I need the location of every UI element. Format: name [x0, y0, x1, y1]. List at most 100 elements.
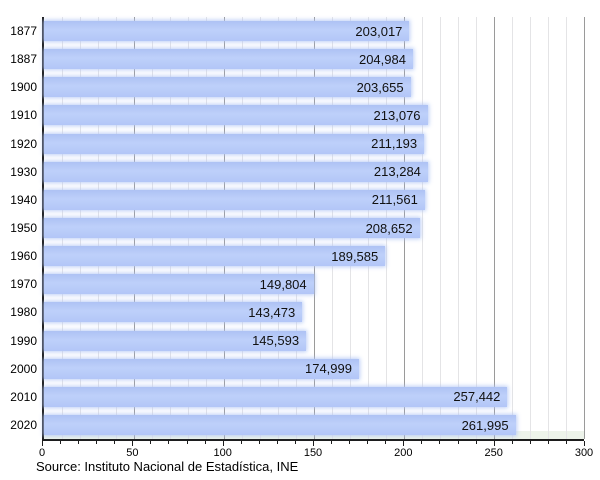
- x-minor-tick: [457, 441, 459, 444]
- minor-gridline: [422, 17, 423, 439]
- minor-gridline: [512, 17, 513, 439]
- x-minor-tick: [204, 441, 206, 444]
- bar: 261,995: [44, 415, 516, 436]
- minor-gridline: [548, 17, 549, 439]
- x-major-tick: [493, 441, 495, 446]
- plot-area: 1877 203,017 1887 204,984 1900 203,655 1910 213…: [10, 17, 585, 441]
- year-label: 1980: [10, 305, 37, 320]
- bar: 143,473: [44, 302, 303, 323]
- x-tick-label: 0: [38, 447, 46, 459]
- value-label: 204,984: [358, 51, 406, 67]
- x-minor-tick: [276, 441, 278, 444]
- minor-gridline: [566, 17, 567, 439]
- value-label: 213,284: [373, 164, 421, 180]
- x-minor-tick: [511, 441, 513, 444]
- bar: 203,017: [44, 21, 410, 42]
- x-major-tick: [42, 441, 43, 446]
- year-label: 1877: [10, 24, 37, 39]
- x-minor-tick: [547, 441, 549, 444]
- bar: 208,652: [44, 218, 420, 239]
- bar-row: 1980 143,473: [10, 298, 584, 326]
- x-tick-label: 50: [126, 447, 139, 459]
- year-label: 2000: [10, 361, 37, 376]
- bar: 203,655: [44, 77, 411, 98]
- year-label: 1970: [10, 277, 37, 292]
- x-minor-tick: [168, 441, 170, 444]
- x-tick-label: 200: [394, 447, 413, 459]
- bar-row: 1900 203,655: [10, 73, 584, 101]
- year-label: 1930: [10, 164, 37, 179]
- value-label: 174,999: [304, 361, 352, 377]
- bar-row: 1920 211,193: [10, 130, 584, 158]
- bar: 211,561: [44, 189, 425, 210]
- x-minor-tick: [475, 441, 477, 444]
- year-label: 2020: [10, 418, 37, 433]
- bar-row: 1990 145,593: [10, 327, 584, 355]
- bar-row: 2000 174,999: [10, 355, 584, 383]
- value-label: 143,473: [248, 304, 296, 320]
- x-minor-tick: [240, 441, 242, 444]
- x-major-tick: [584, 441, 585, 446]
- bar: 257,442: [44, 386, 508, 407]
- major-gridline: [584, 17, 585, 439]
- x-minor-tick: [258, 441, 260, 444]
- bar: 213,076: [44, 105, 428, 126]
- year-label: 1960: [10, 249, 37, 264]
- bar: 145,593: [44, 330, 307, 351]
- bar-row: 1930 213,284: [10, 158, 584, 186]
- x-major-tick: [313, 441, 314, 446]
- year-label: 1887: [10, 52, 37, 67]
- bar-row: 1877 203,017: [10, 17, 584, 45]
- major-gridline: [494, 17, 495, 439]
- bar-row: 1950 208,652: [10, 214, 584, 242]
- bar-row: 1910 213,076: [10, 101, 584, 129]
- value-label: 261,995: [461, 417, 509, 433]
- x-minor-tick: [60, 441, 62, 444]
- year-label: 1910: [10, 108, 37, 123]
- year-label: 1900: [10, 80, 37, 95]
- x-tick-label: 150: [303, 447, 323, 459]
- value-label: 211,193: [371, 136, 418, 152]
- bar: 213,284: [44, 161, 428, 182]
- x-minor-tick: [186, 441, 188, 444]
- x-tick-label: 300: [574, 447, 594, 459]
- value-label: 149,804: [259, 276, 307, 292]
- source-note: Source: Instituto Nacional de Estadístic…: [36, 459, 299, 474]
- year-label: 1940: [10, 192, 37, 207]
- minor-gridline: [476, 17, 477, 439]
- bar: 174,999: [44, 358, 359, 379]
- minor-gridline: [530, 17, 531, 439]
- bar-rows: 1877 203,017 1887 204,984 1900 203,655 1910 213…: [10, 17, 584, 439]
- x-minor-tick: [439, 441, 441, 444]
- x-minor-tick: [294, 441, 296, 444]
- x-minor-tick: [385, 441, 387, 444]
- value-label: 257,442: [453, 389, 501, 405]
- x-major-tick: [222, 441, 224, 446]
- bar: 204,984: [44, 49, 413, 70]
- x-minor-tick: [367, 441, 369, 444]
- value-label: 203,017: [355, 23, 403, 39]
- bar-row: 2010 257,442: [10, 383, 584, 411]
- bar-row: 1970 149,804: [10, 270, 584, 298]
- bar-row: 1960 189,585: [10, 242, 584, 270]
- bar-row: 1940 211,561: [10, 186, 584, 214]
- x-major-tick: [132, 441, 134, 446]
- x-minor-tick: [331, 441, 333, 444]
- x-minor-tick: [96, 441, 98, 444]
- value-label: 208,652: [365, 220, 413, 236]
- x-minor-tick: [565, 441, 567, 444]
- x-minor-tick: [78, 441, 80, 444]
- x-minor-tick: [529, 441, 531, 444]
- year-label: 1990: [10, 333, 37, 348]
- minor-gridline: [440, 17, 441, 439]
- value-label: 213,076: [373, 107, 421, 123]
- x-tick-label: 250: [484, 447, 503, 459]
- value-label: 189,585: [331, 248, 379, 264]
- year-label: 1920: [10, 136, 37, 151]
- year-label: 2010: [10, 389, 37, 404]
- bar: 211,193: [44, 133, 425, 154]
- value-label: 203,655: [356, 79, 404, 95]
- x-minor-tick: [150, 441, 152, 444]
- x-tick-label: 100: [213, 447, 232, 459]
